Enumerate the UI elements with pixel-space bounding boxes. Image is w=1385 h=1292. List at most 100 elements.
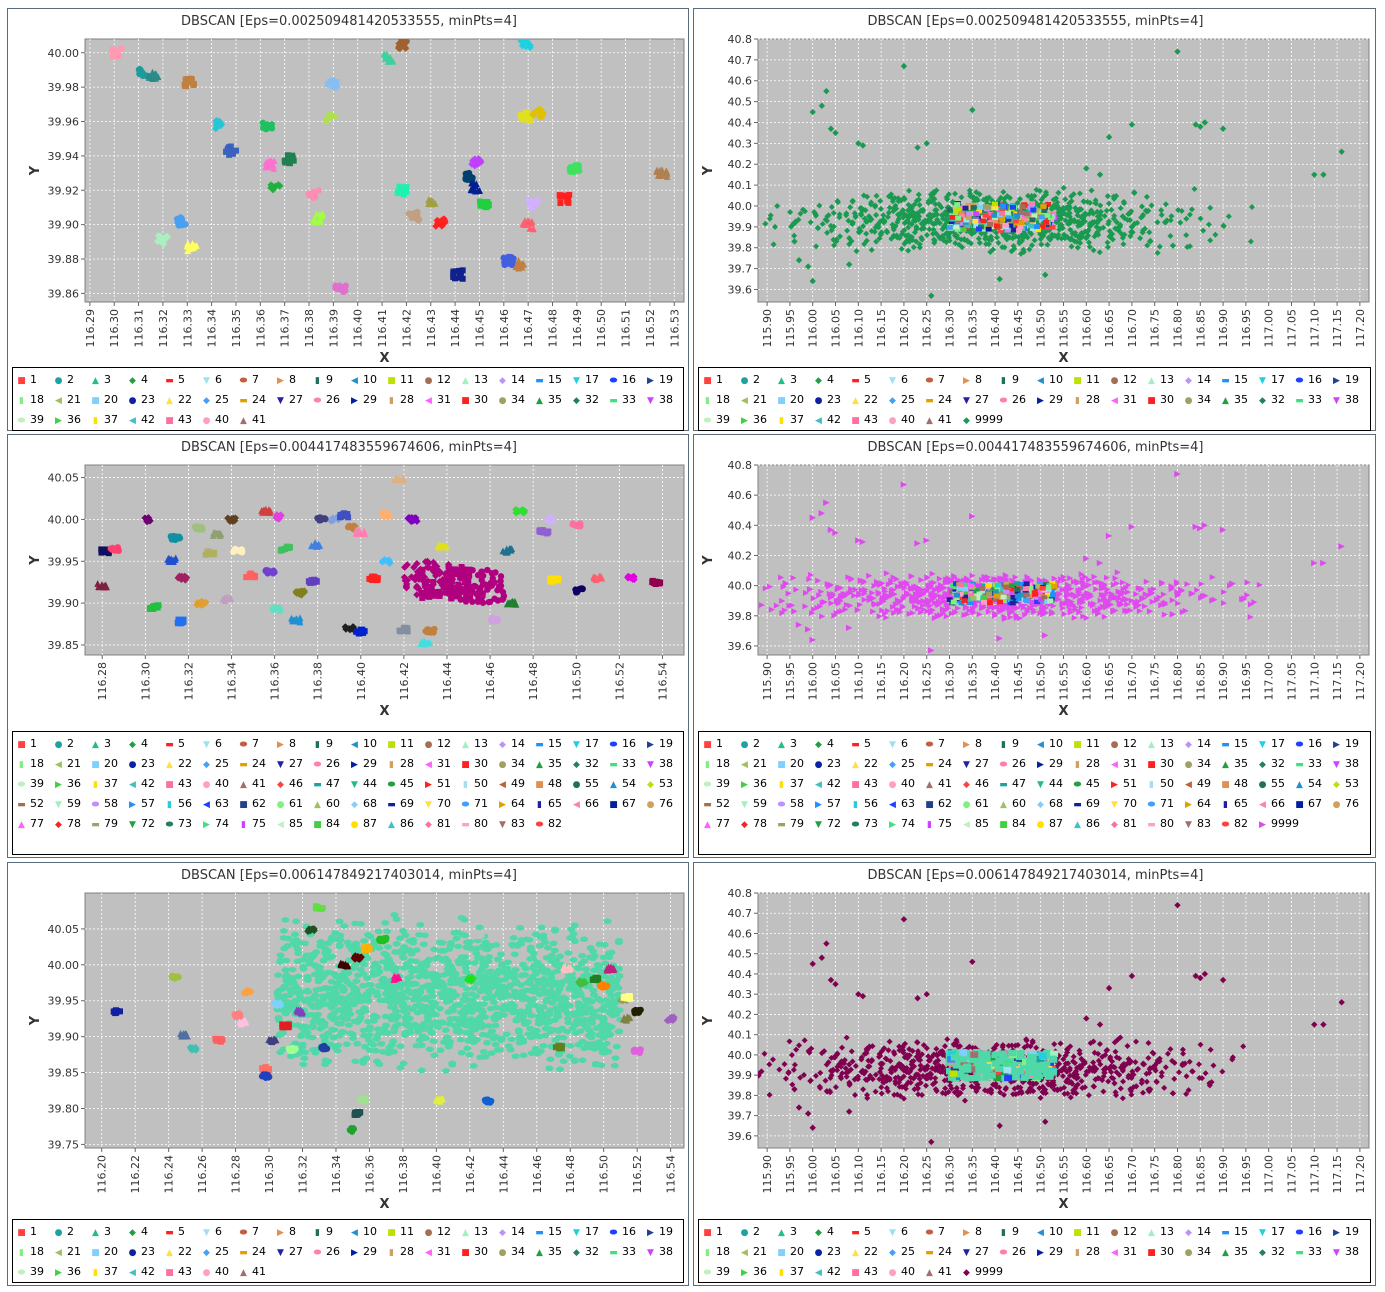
legend-marker-icon: ▬: [851, 740, 860, 750]
noise-point: [830, 209, 837, 216]
noise-point: [954, 605, 961, 612]
legend-marker-icon: ▶: [277, 740, 284, 750]
noise-point: [772, 223, 779, 230]
noise-point: [964, 611, 971, 618]
y-tick-label: 40.3: [728, 137, 753, 150]
cluster-point: [976, 208, 983, 214]
noise-point: [976, 191, 983, 198]
x-tick-label: 116.52: [613, 662, 626, 701]
noise-point: [920, 220, 927, 227]
noise-point: [926, 217, 933, 224]
cluster-point: [575, 162, 582, 169]
legend-marker-icon: ⬬: [1073, 780, 1082, 790]
legend-item: ▼ 38: [646, 754, 679, 774]
legend-item: ● 12: [424, 370, 457, 390]
cluster-point: [539, 108, 547, 116]
legend-item: ● 34: [498, 754, 531, 774]
noise-point: [1104, 589, 1111, 596]
noise-point: [1013, 612, 1020, 619]
noise-point: [942, 216, 949, 223]
legend-item: ◀ 31: [1110, 390, 1143, 410]
cluster-point: [111, 547, 119, 554]
legend-item: ▬ 79: [91, 814, 124, 834]
legend-marker-icon: ◀: [55, 760, 62, 770]
legend-marker-icon: ▬: [925, 760, 934, 770]
legend-label: 67: [1308, 797, 1322, 810]
cluster-point: [379, 557, 388, 565]
legend-marker-icon: ▲: [1296, 780, 1303, 790]
x-tick-label: 116.45: [473, 309, 486, 348]
x-tick-label: 116.44: [497, 1155, 510, 1194]
y-tick-label: 39.92: [48, 184, 80, 197]
noise-point: [1068, 198, 1075, 205]
legend-label: 40: [215, 777, 229, 790]
cluster-point: [948, 589, 955, 595]
legend-item: ▼ 44: [350, 774, 383, 794]
plot-area: [757, 464, 1370, 656]
noise-point: [919, 586, 926, 593]
cluster-point: [567, 168, 574, 175]
legend-marker-icon: ◀: [741, 760, 748, 770]
legend-marker-icon: ⬬: [165, 820, 174, 830]
noise-point: [931, 212, 938, 219]
legend-marker-icon: ▶: [1185, 800, 1192, 810]
noise-point: [1225, 213, 1232, 220]
legend-label: 51: [1123, 777, 1137, 790]
legend-marker-icon: ●: [646, 800, 655, 810]
noise-point: [1040, 194, 1047, 201]
legend-marker-icon: ■: [1221, 780, 1230, 790]
noise-point: [918, 576, 925, 583]
cluster-point: [316, 217, 324, 225]
legend-marker-icon: ▶: [203, 820, 210, 830]
cluster-point: [402, 39, 410, 47]
cluster-point: [512, 263, 520, 271]
noise-point: [876, 601, 883, 608]
legend-label: 40: [215, 413, 229, 426]
noise-point: [915, 605, 922, 612]
legend-label: 59: [753, 797, 767, 810]
noise-point: [851, 210, 858, 217]
cluster-point: [991, 201, 998, 207]
legend-label: 38: [1345, 757, 1359, 770]
legend-marker-icon: ▮: [705, 760, 710, 770]
noise-point: [1097, 208, 1104, 215]
cluster-point: [959, 214, 966, 219]
legend-item: ⬬ 16: [1295, 734, 1328, 754]
cluster-point: [430, 579, 437, 586]
legend-item: ■ 84: [999, 814, 1032, 834]
legend-label: 32: [1271, 393, 1285, 406]
cluster-point: [396, 183, 403, 190]
noise-point: [1056, 223, 1063, 230]
noise-point: [969, 513, 976, 520]
legend-label: 41: [252, 777, 266, 790]
legend-label: 37: [790, 413, 804, 426]
legend-item: ▲ 3: [91, 734, 124, 754]
legend-label: 34: [1197, 757, 1211, 770]
noise-point: [843, 210, 850, 217]
legend-label: 15: [548, 737, 562, 750]
cluster-point: [325, 81, 332, 88]
noise-point: [889, 587, 896, 594]
legend-label: 35: [548, 757, 562, 770]
cluster-point: [436, 588, 443, 595]
noise-point: [773, 602, 780, 609]
noise-point: [1142, 603, 1149, 610]
cluster-point: [980, 594, 987, 600]
legend-label: 27: [289, 757, 303, 770]
cluster-point: [238, 548, 245, 555]
cluster-point: [226, 151, 233, 158]
noise-point: [1220, 223, 1227, 230]
legend-item: ▶ 19: [646, 370, 679, 390]
legend-item: ● 40: [202, 774, 235, 794]
legend-label: 39: [716, 777, 730, 790]
x-tick-label: 116.05: [830, 309, 843, 348]
legend-item: ◀ 66: [572, 794, 605, 814]
noise-point: [846, 241, 853, 248]
noise-point: [1028, 231, 1035, 238]
legend-label: 86: [1086, 817, 1100, 830]
legend-marker-icon: ▼: [1185, 820, 1192, 830]
legend-item: ■ 20: [91, 754, 124, 774]
noise-point: [1103, 207, 1110, 214]
legend-marker-icon: ▼: [573, 740, 580, 750]
cluster-point: [949, 215, 956, 220]
